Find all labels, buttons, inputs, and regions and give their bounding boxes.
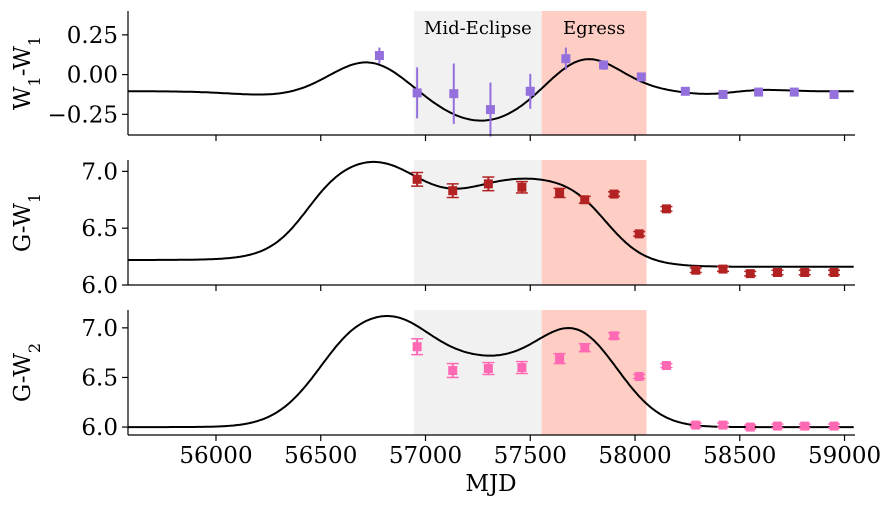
data-point bbox=[661, 204, 671, 214]
data-point bbox=[609, 189, 619, 199]
x-tick-label: 56000 bbox=[179, 443, 252, 469]
data-point bbox=[580, 343, 590, 353]
data-point bbox=[525, 86, 535, 96]
region-egress-band bbox=[541, 160, 647, 285]
y-tick-label: 7.0 bbox=[81, 159, 118, 185]
data-point bbox=[634, 371, 644, 381]
region-label-egress: Egress bbox=[563, 18, 625, 39]
region-label-mid-eclipse: Mid-Eclipse bbox=[424, 18, 532, 39]
y-axis-label: G-W1 bbox=[10, 193, 44, 252]
y-tick-label: 6.5 bbox=[81, 216, 118, 242]
data-point bbox=[772, 268, 782, 277]
x-tick-label: 56500 bbox=[284, 443, 357, 469]
data-point bbox=[718, 264, 728, 274]
y-axis-label: G-W2 bbox=[10, 343, 44, 402]
y-tick-label: 6.5 bbox=[81, 365, 118, 391]
data-point bbox=[718, 89, 728, 99]
y-tick-label: −0.25 bbox=[48, 102, 118, 128]
data-point bbox=[599, 60, 609, 70]
data-point bbox=[691, 265, 701, 275]
data-point bbox=[772, 421, 782, 431]
x-tick-label: 57500 bbox=[494, 443, 567, 469]
x-tick-label: 57000 bbox=[389, 443, 462, 469]
x-tick-label: 58000 bbox=[598, 443, 671, 469]
x-tick-label: 59000 bbox=[808, 443, 881, 469]
region-mid-eclipse-band bbox=[413, 160, 542, 285]
panel-2: 6.0 6.5 7.0 G-W1 bbox=[10, 159, 855, 299]
region-mid-eclipse-band bbox=[413, 11, 542, 135]
data-point bbox=[680, 86, 690, 96]
y-tick-label: 6.0 bbox=[81, 273, 118, 299]
panel-3: 6.0 6.5 7.0 56000 56500 57000 57500 58000 58500 5… bbox=[10, 310, 881, 469]
x-tick-label: 58500 bbox=[703, 443, 776, 469]
region-mid-eclipse-band bbox=[413, 310, 542, 435]
data-point bbox=[374, 51, 384, 61]
data-point bbox=[483, 179, 493, 189]
data-point bbox=[634, 229, 644, 239]
data-point bbox=[745, 269, 755, 279]
data-point bbox=[800, 268, 810, 277]
data-point bbox=[412, 88, 422, 98]
data-point bbox=[517, 182, 527, 192]
y-tick-label: 6.0 bbox=[81, 415, 118, 441]
y-tick-label: 7.0 bbox=[81, 316, 118, 342]
data-point bbox=[800, 421, 810, 431]
data-point bbox=[829, 421, 839, 431]
data-point bbox=[829, 89, 839, 99]
data-point bbox=[448, 186, 458, 196]
model-curve bbox=[128, 315, 854, 429]
data-point bbox=[449, 89, 459, 99]
data-point bbox=[485, 105, 495, 115]
y-axis-label: W1-W1 bbox=[10, 36, 44, 110]
data-point bbox=[412, 174, 422, 184]
y-tick-label: 0.25 bbox=[67, 23, 118, 49]
data-point bbox=[412, 342, 422, 352]
data-point bbox=[789, 87, 799, 97]
data-point bbox=[555, 354, 565, 364]
data-point bbox=[691, 420, 701, 430]
data-point bbox=[718, 420, 728, 430]
data-point bbox=[829, 268, 839, 277]
y-tick-label: 0.00 bbox=[67, 63, 118, 89]
data-point bbox=[609, 331, 619, 341]
data-point bbox=[661, 361, 671, 371]
data-point bbox=[448, 366, 458, 376]
data-point bbox=[580, 195, 590, 205]
x-axis-label: MJD bbox=[465, 471, 516, 497]
data-point bbox=[483, 364, 493, 374]
region-egress-band bbox=[541, 310, 647, 435]
data-point bbox=[636, 72, 646, 82]
data-point bbox=[561, 54, 571, 64]
data-point bbox=[555, 188, 565, 198]
data-point bbox=[517, 363, 527, 373]
data-point bbox=[745, 422, 755, 432]
data-point bbox=[754, 87, 764, 97]
